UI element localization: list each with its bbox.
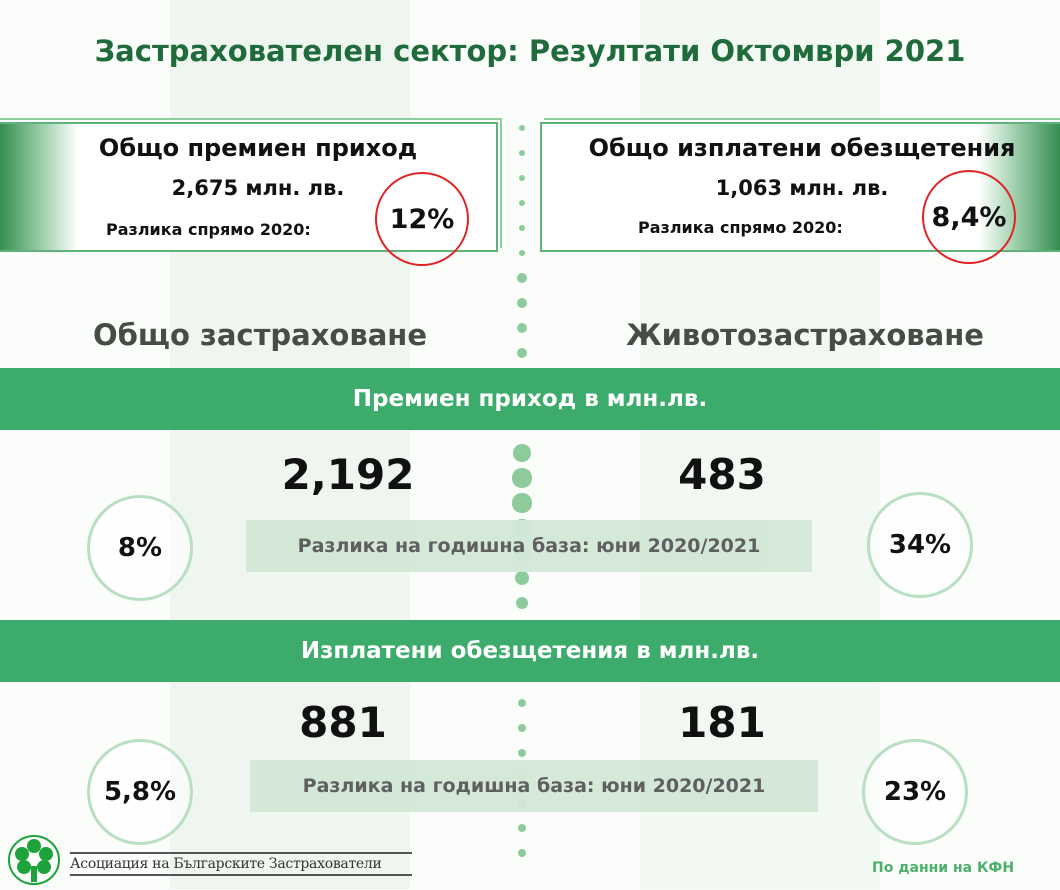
divider-dot — [512, 468, 532, 488]
note-box: Разлика на годишна база: юни 2020/2021 — [250, 760, 818, 812]
divider-dot — [512, 493, 532, 513]
premium-diff-circle: 12% — [375, 172, 469, 266]
column-heading-general: Общо застраховане — [93, 318, 427, 352]
general-premium-change: 8% — [87, 495, 193, 601]
card-diff-label: Разлика спрямо 2020: — [638, 218, 843, 237]
section-banner-premium: Премиен приход в млн.лв. — [0, 368, 1060, 430]
divider-dot — [517, 273, 527, 283]
divider-dot — [519, 175, 525, 181]
tree-logo-icon — [8, 835, 60, 885]
general-claims-value: 881 — [299, 698, 387, 747]
card-label: Общо премиен приход — [98, 134, 418, 162]
divider-dot — [518, 749, 526, 757]
divider-dot — [519, 225, 525, 231]
section-banner-claims: Изплатени обезщетения в млн.лв. — [0, 620, 1060, 682]
divider-dot — [514, 570, 530, 586]
divider-dot — [518, 724, 526, 732]
card-value: 2,675 млн. лв. — [171, 176, 345, 200]
divider-dot — [518, 699, 526, 707]
card-value: 1,063 млн. лв. — [715, 176, 889, 200]
divider-dot — [519, 125, 525, 131]
life-premium-value: 483 — [678, 450, 766, 499]
association-logo — [6, 834, 62, 886]
divider-dot — [519, 200, 525, 206]
page-title: Застрахователен сектор: Резултати Октомв… — [94, 34, 966, 68]
divider-dot — [518, 824, 526, 832]
divider-dot — [517, 298, 527, 308]
divider-dot — [518, 849, 526, 857]
divider-dot — [515, 596, 529, 610]
general-claims-change: 5,8% — [87, 739, 193, 845]
claims-diff-circle: 8,4% — [922, 170, 1016, 264]
card-diff-label: Разлика спрямо 2020: — [106, 220, 311, 239]
note-box: Разлика на годишна база: юни 2020/2021 — [246, 520, 812, 572]
divider-dot — [516, 347, 528, 359]
association-name: Асоциация на Българските Застрахователи — [70, 852, 412, 876]
divider-dot — [519, 250, 525, 256]
source-note: По данни на КФН — [872, 860, 1015, 876]
life-claims-change: 23% — [862, 739, 968, 845]
column-heading-life: Животозастраховане — [626, 318, 984, 352]
card-label: Общо изплатени обезщетения — [588, 134, 1016, 162]
general-premium-value: 2,192 — [281, 450, 415, 499]
divider-dot — [519, 150, 525, 156]
divider-dot — [517, 323, 527, 333]
life-premium-change: 34% — [867, 492, 973, 598]
life-claims-value: 181 — [678, 698, 766, 747]
divider-dot — [513, 444, 531, 462]
